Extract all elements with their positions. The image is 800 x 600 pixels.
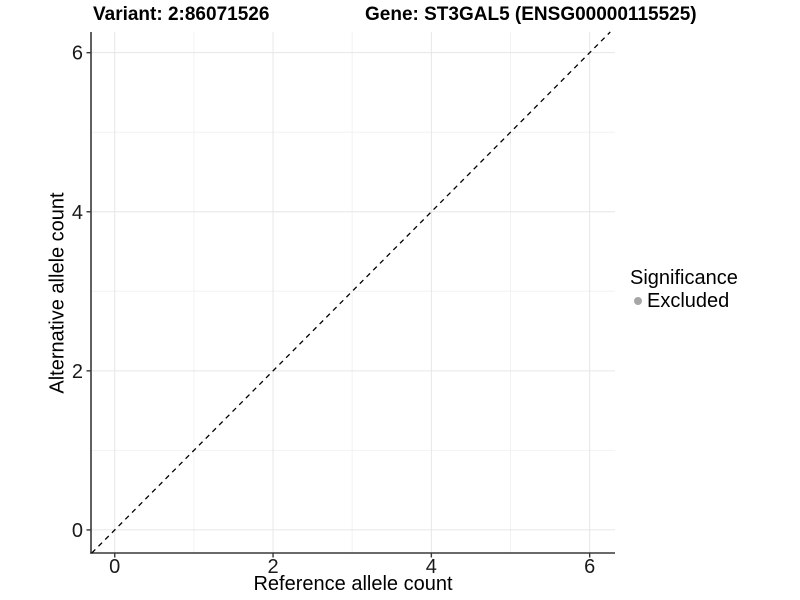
identity-line	[91, 31, 611, 554]
svg-text:0: 0	[72, 520, 83, 542]
legend-item-label: Excluded	[647, 290, 730, 312]
svg-text:6: 6	[72, 43, 83, 65]
svg-text:4: 4	[426, 556, 437, 578]
svg-text:2: 2	[267, 556, 278, 578]
minor-gridlines	[91, 32, 615, 553]
svg-text:0: 0	[109, 556, 120, 578]
major-gridlines	[91, 32, 615, 553]
svg-text:4: 4	[72, 202, 83, 224]
svg-text:2: 2	[72, 361, 83, 383]
variant-title: Variant: 2:86071526	[93, 4, 270, 25]
legend: Significance Excluded	[630, 266, 738, 312]
axis-lines	[90, 32, 615, 554]
gene-title: Gene: ST3GAL5 (ENSG00000115525)	[365, 4, 697, 25]
y-axis-label: Alternative allele count	[46, 192, 69, 394]
tick-marks	[86, 51, 591, 558]
legend-title: Significance	[630, 267, 738, 289]
excluded-point-icon	[634, 297, 642, 305]
svg-text:6: 6	[584, 556, 595, 578]
tick-labels: 0 2 4 6 0 2 4 6	[72, 43, 595, 578]
x-axis-label: Reference allele count	[253, 573, 453, 595]
legend-item-excluded: Excluded	[634, 290, 738, 312]
